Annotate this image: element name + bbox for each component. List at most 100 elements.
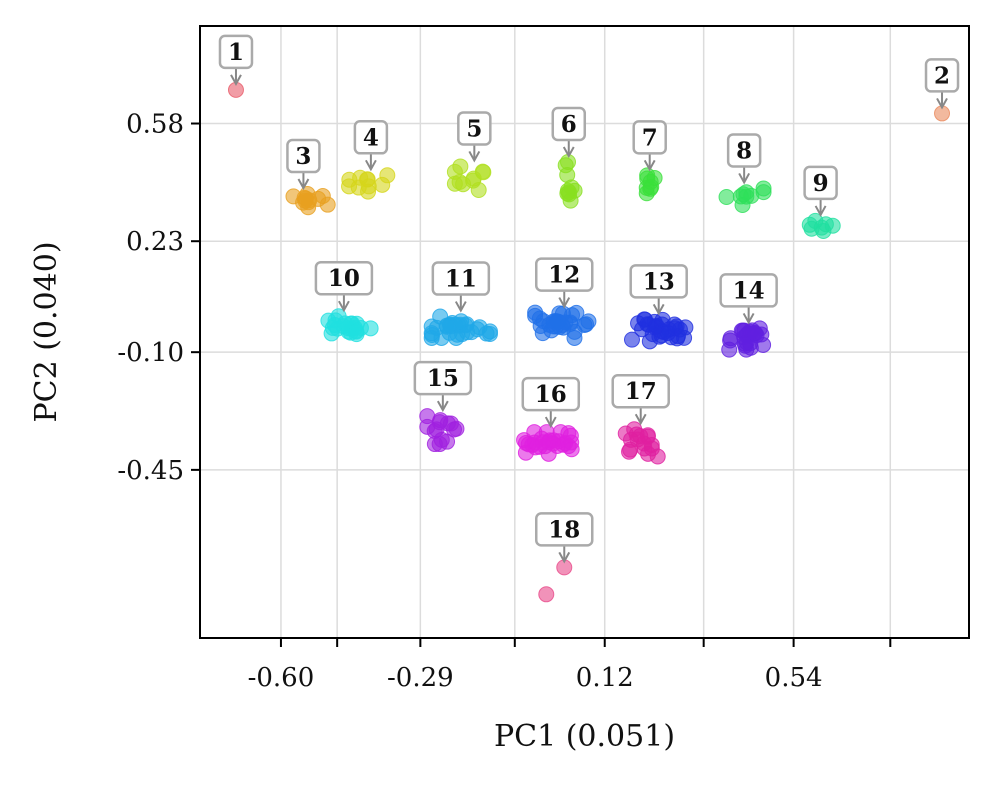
cluster-1-label: 1 [228, 39, 244, 66]
cluster-6-point [563, 179, 580, 196]
cluster-9-label-box [803, 165, 838, 201]
cluster-3-point [295, 194, 312, 211]
cluster-11-point [453, 313, 470, 330]
cluster-6-label: 6 [561, 111, 577, 138]
cluster-15-point [442, 415, 459, 432]
y-tick-label: -0.45 [117, 456, 184, 486]
cluster-7-point [646, 169, 663, 186]
cluster-15-label-box [413, 360, 473, 396]
cluster-5-label-box [457, 111, 492, 146]
x-tick-label: -0.29 [387, 663, 454, 693]
x-axis-title: PC1 (0.051) [494, 719, 675, 754]
cluster-7-label-box [632, 120, 667, 155]
cluster-18-label-box [535, 512, 594, 547]
cluster-9-label: 9 [813, 170, 829, 197]
cluster-17-point [621, 443, 638, 460]
cluster-11-point [423, 329, 440, 346]
x-tick-label: -0.60 [248, 663, 315, 693]
cluster-14-label-box [719, 273, 778, 308]
cluster-4-label: 4 [363, 124, 379, 151]
cluster-2-label-box [924, 58, 960, 93]
cluster-17-arrow-head [634, 413, 647, 426]
cluster-12-point [566, 329, 583, 346]
cluster-10-arrow-head [338, 300, 350, 313]
cluster-4-label-box [353, 120, 389, 155]
cluster-5-label: 5 [466, 115, 482, 142]
cluster-13-label: 13 [643, 268, 675, 295]
cluster-7-label: 7 [642, 124, 658, 151]
cluster-14-point [737, 337, 754, 354]
cluster-5-point [465, 172, 482, 189]
cluster-3-arrow-head [297, 178, 310, 191]
x-tick-label: 0.54 [765, 663, 823, 693]
cluster-8-arrow-head [738, 172, 751, 185]
cluster-17-label: 17 [625, 378, 657, 405]
cluster-11-label-box [431, 261, 491, 296]
cluster-10-label-box [314, 260, 374, 296]
cluster-6-point [557, 157, 574, 174]
cluster-8-label: 8 [736, 137, 752, 164]
cluster-8-label-box [726, 133, 762, 168]
cluster-17-point [639, 427, 656, 444]
cluster-5-arrow-head [468, 150, 481, 163]
cluster-6-label-box [551, 106, 587, 142]
cluster-16-point [550, 433, 567, 450]
cluster-12-arrow-head [558, 297, 571, 309]
cluster-14-point [722, 332, 739, 349]
cluster-11-point [481, 325, 498, 342]
cluster-18-point [538, 586, 555, 603]
y-tick-label: 0.23 [126, 227, 184, 257]
axis-ticks: -0.60 -0.29 0.12 0.54 0.58 0.23 -0.10 -0.45 [117, 110, 892, 693]
cluster-12-point [576, 317, 593, 334]
cluster-6-arrow-head [562, 146, 575, 159]
cluster-8-point [718, 188, 735, 205]
cluster-16-label: 16 [535, 381, 567, 408]
cluster-15-label: 15 [427, 365, 459, 392]
plot-frame [199, 25, 970, 639]
cluster-10-point [326, 316, 343, 333]
cluster-11-label: 11 [445, 266, 477, 293]
cluster-13-point [623, 331, 640, 348]
y-tick-label: -0.10 [117, 338, 184, 368]
cluster-13-point [654, 311, 671, 328]
cluster-12-point [562, 315, 579, 332]
cluster-8-point [755, 180, 772, 197]
cluster-12-point [532, 318, 549, 335]
cluster-14-label: 14 [733, 277, 765, 304]
cluster-4-point [374, 176, 391, 193]
cluster-3-point [314, 187, 331, 204]
cluster-11-point [438, 318, 455, 335]
y-axis-title: PC2 (0.040) [29, 241, 64, 422]
cluster-10-point [348, 326, 365, 343]
cluster-6-point [562, 192, 579, 209]
y-tick-label: 0.58 [126, 110, 184, 140]
cluster-11-arrow-head [454, 301, 467, 313]
cluster-9-arrow-head [814, 205, 827, 217]
cluster-8-point [743, 187, 760, 204]
cluster-16-arrow-head [544, 416, 557, 429]
cluster-18-label: 18 [548, 516, 580, 543]
cluster-5-point [446, 175, 463, 192]
cluster-1-label-box [218, 34, 254, 70]
cluster-7-arrow-head [643, 159, 656, 172]
cluster-3-label-box [286, 138, 321, 174]
cluster-3-label: 3 [295, 143, 311, 170]
cluster-2-arrow-head [936, 97, 948, 110]
cluster-17-point [617, 425, 634, 442]
x-tick-label: 0.12 [576, 663, 634, 693]
scatter-points [227, 81, 951, 603]
cluster-16-label-box [521, 376, 581, 412]
cluster-15-point [426, 423, 443, 440]
cluster-13-label-box [629, 264, 688, 299]
cluster-4-point [359, 171, 376, 188]
cluster-5-point [475, 164, 492, 181]
cluster-15-arrow-head [436, 400, 449, 413]
cluster-12-point [548, 313, 565, 330]
cluster-9-point [824, 217, 841, 234]
cluster-17-label-box [611, 373, 670, 409]
cluster-10-label: 10 [328, 265, 360, 292]
cluster-12-label-box [535, 257, 594, 292]
